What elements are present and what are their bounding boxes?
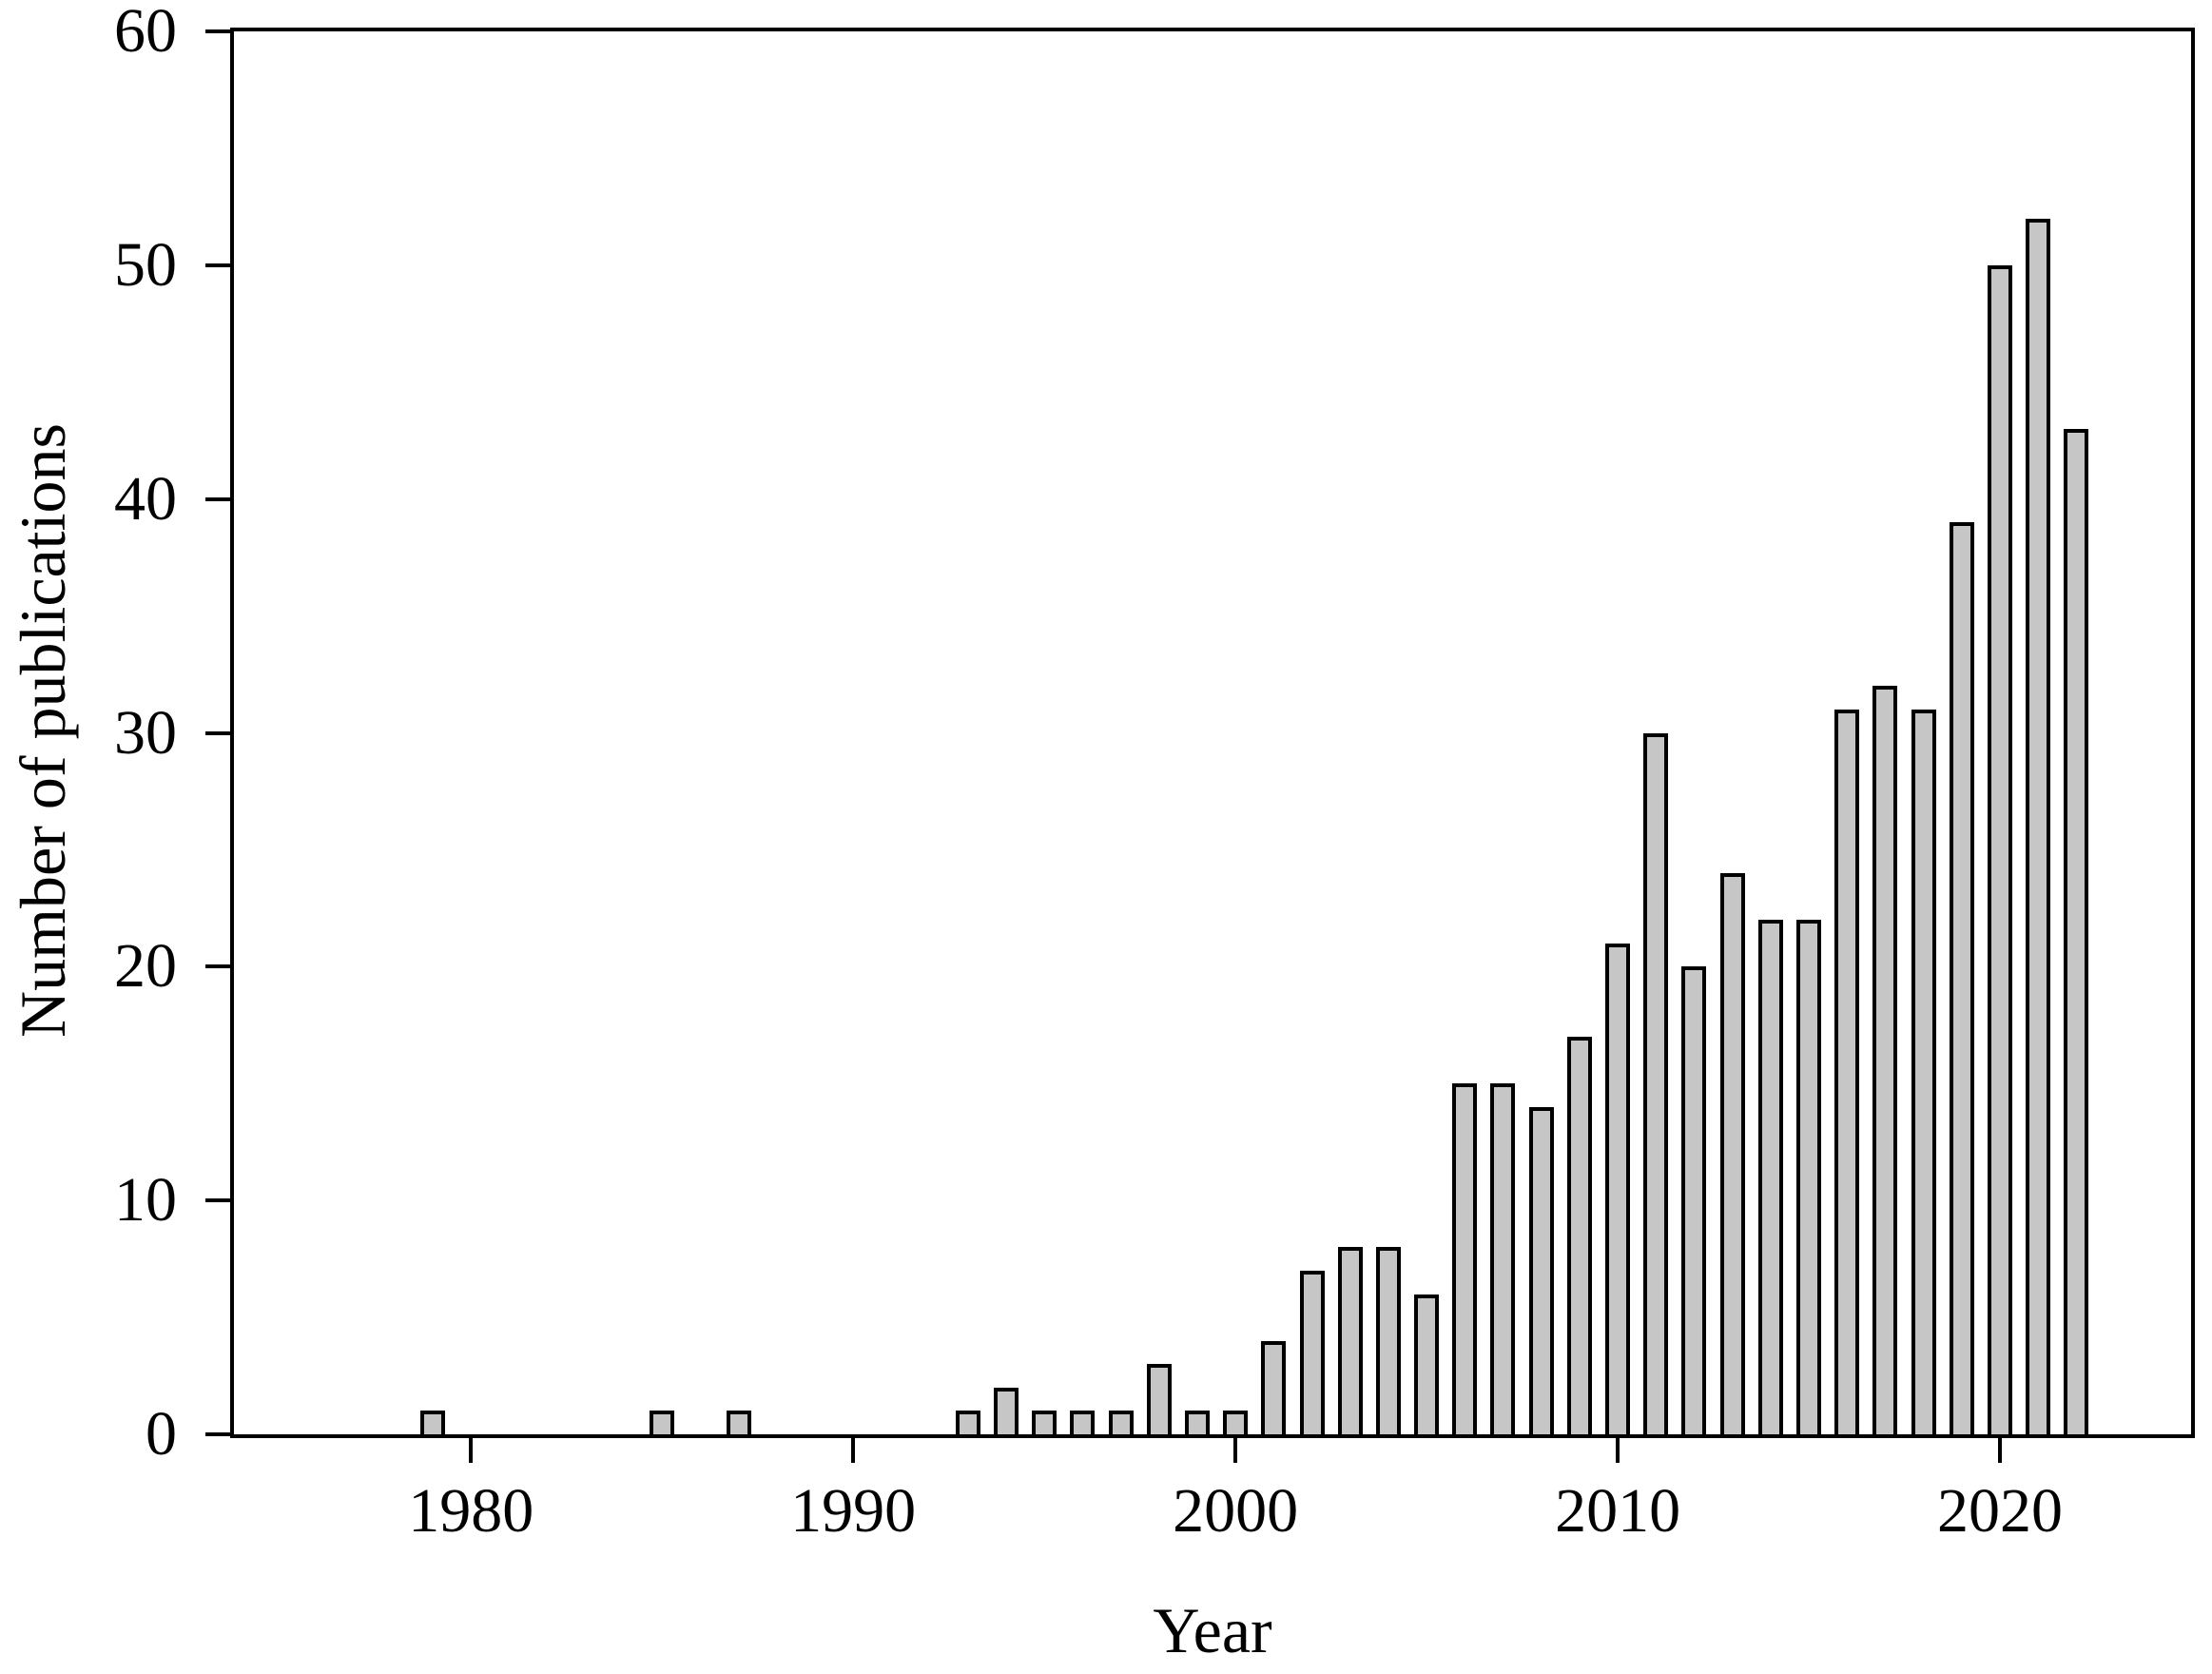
x-axis-title: Year	[1153, 1594, 1272, 1666]
plot-area: Number of publications Year 0 10 20 30 40 50 6…	[7, 0, 2195, 1663]
x-axis-tick-label-1980: 1980	[408, 1476, 534, 1546]
y-axis-tick-10	[205, 1198, 230, 1203]
bar-2016	[1834, 709, 1860, 1434]
bar-2012	[1681, 966, 1707, 1434]
y-axis-tick-30	[205, 730, 230, 735]
y-axis-tick-label-60: 60	[114, 0, 177, 66]
bar-1985	[650, 1411, 675, 1434]
bar-1997	[1108, 1411, 1134, 1434]
bar-2007	[1490, 1083, 1516, 1434]
bar-2018	[1911, 709, 1936, 1434]
bar-2017	[1872, 686, 1898, 1434]
bar-2000	[1223, 1411, 1249, 1434]
y-axis-tick-label-50: 50	[114, 229, 177, 300]
bar-1996	[1070, 1411, 1096, 1434]
bar-1979	[420, 1411, 446, 1434]
bar-2020	[1988, 264, 2013, 1434]
bar-2002	[1299, 1270, 1325, 1434]
y-axis-tick-label-30: 30	[114, 697, 177, 768]
x-axis-tick-2000	[1233, 1438, 1238, 1463]
y-axis-tick-label-20: 20	[114, 931, 177, 1002]
x-axis-tick-label-2000: 2000	[1173, 1476, 1299, 1546]
bar-1998	[1146, 1364, 1172, 1434]
bar-1987	[726, 1411, 751, 1434]
x-axis-tick-2020	[1998, 1438, 2003, 1463]
bar-2010	[1605, 943, 1631, 1434]
y-axis-tick-40	[205, 496, 230, 501]
bar-2006	[1452, 1083, 1478, 1434]
x-axis-tick-label-1990: 1990	[790, 1476, 917, 1546]
bar-1994	[993, 1387, 1019, 1434]
bar-1999	[1184, 1411, 1210, 1434]
bar-2019	[1949, 522, 1974, 1434]
bar-2001	[1261, 1340, 1287, 1434]
bar-2003	[1337, 1247, 1363, 1434]
y-axis-tick-label-40: 40	[114, 463, 177, 534]
y-axis-tick-60	[205, 29, 230, 33]
bar-2015	[1796, 920, 1822, 1434]
y-axis-tick-label-10: 10	[114, 1165, 177, 1236]
bar-2009	[1566, 1037, 1592, 1434]
y-axis-tick-0	[205, 1432, 230, 1436]
bar-2021	[2026, 218, 2051, 1434]
bar-2011	[1643, 732, 1669, 1434]
bar-2022	[2064, 428, 2089, 1434]
x-axis-tick-1980	[469, 1438, 474, 1463]
y-axis-tick-20	[205, 964, 230, 969]
bar-1995	[1032, 1411, 1057, 1434]
x-axis-tick-2010	[1616, 1438, 1620, 1463]
bar-2008	[1528, 1106, 1554, 1434]
bar-2005	[1414, 1294, 1440, 1434]
bar-2013	[1719, 873, 1745, 1434]
x-axis-tick-label-2020: 2020	[1937, 1476, 2064, 1546]
y-axis-tick-50	[205, 263, 230, 267]
y-axis-tick-label-0: 0	[146, 1399, 177, 1469]
bar-1993	[955, 1411, 980, 1434]
bar-2014	[1757, 920, 1783, 1434]
bar-2004	[1375, 1247, 1401, 1434]
x-axis-tick-label-2010: 2010	[1555, 1476, 1681, 1546]
x-axis-tick-1990	[851, 1438, 856, 1463]
